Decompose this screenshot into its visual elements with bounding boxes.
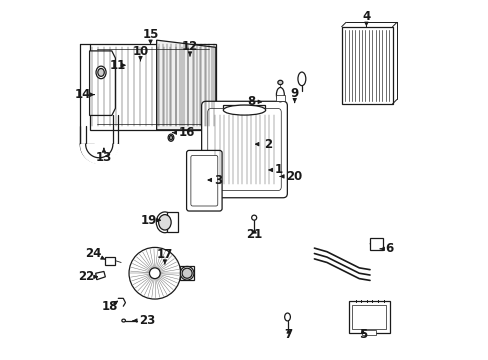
Text: 15: 15 — [142, 28, 159, 44]
Ellipse shape — [277, 80, 282, 85]
Ellipse shape — [168, 134, 174, 141]
Ellipse shape — [169, 135, 172, 140]
Bar — [275, 95, 285, 102]
Text: 23: 23 — [133, 314, 155, 327]
Ellipse shape — [297, 72, 305, 86]
Text: 24: 24 — [85, 247, 104, 260]
Text: 16: 16 — [172, 126, 194, 139]
Bar — [362, 329, 376, 335]
Ellipse shape — [156, 212, 173, 233]
Ellipse shape — [149, 268, 160, 279]
Polygon shape — [223, 105, 265, 116]
Polygon shape — [96, 271, 105, 280]
Text: 4: 4 — [362, 10, 370, 26]
Text: 8: 8 — [246, 95, 261, 108]
Text: 11: 11 — [110, 59, 126, 72]
Ellipse shape — [182, 268, 192, 278]
FancyBboxPatch shape — [186, 150, 222, 211]
Text: 6: 6 — [379, 242, 393, 255]
Text: 9: 9 — [290, 87, 298, 103]
Text: 17: 17 — [157, 248, 173, 264]
Text: 12: 12 — [182, 40, 198, 56]
Ellipse shape — [180, 266, 194, 280]
Ellipse shape — [158, 215, 171, 230]
Text: 19: 19 — [140, 214, 160, 227]
FancyBboxPatch shape — [190, 156, 217, 206]
Ellipse shape — [129, 247, 180, 299]
FancyBboxPatch shape — [207, 108, 281, 190]
Ellipse shape — [122, 319, 125, 322]
Bar — [180, 266, 194, 280]
Ellipse shape — [223, 105, 265, 115]
Polygon shape — [156, 40, 215, 130]
Polygon shape — [270, 166, 277, 174]
Text: 5: 5 — [358, 328, 366, 341]
Bar — [104, 257, 115, 265]
Ellipse shape — [96, 66, 106, 79]
Polygon shape — [89, 51, 115, 116]
Text: 10: 10 — [132, 45, 148, 61]
Text: 1: 1 — [268, 163, 282, 176]
Polygon shape — [341, 27, 392, 104]
Text: 20: 20 — [280, 170, 302, 183]
Bar — [369, 238, 382, 249]
Text: 3: 3 — [208, 174, 223, 186]
Ellipse shape — [276, 87, 284, 102]
FancyBboxPatch shape — [201, 101, 287, 198]
Text: 7: 7 — [284, 328, 292, 341]
Bar — [348, 301, 389, 333]
Ellipse shape — [251, 215, 256, 220]
Polygon shape — [90, 44, 215, 130]
Text: 14: 14 — [75, 88, 94, 101]
Bar — [167, 212, 178, 232]
Text: 2: 2 — [255, 138, 271, 150]
Ellipse shape — [98, 68, 104, 76]
Text: 22: 22 — [78, 270, 97, 283]
Bar — [351, 305, 386, 329]
Text: 18: 18 — [102, 300, 118, 313]
Ellipse shape — [284, 313, 290, 321]
Text: 13: 13 — [96, 148, 112, 164]
Text: 21: 21 — [246, 228, 262, 241]
